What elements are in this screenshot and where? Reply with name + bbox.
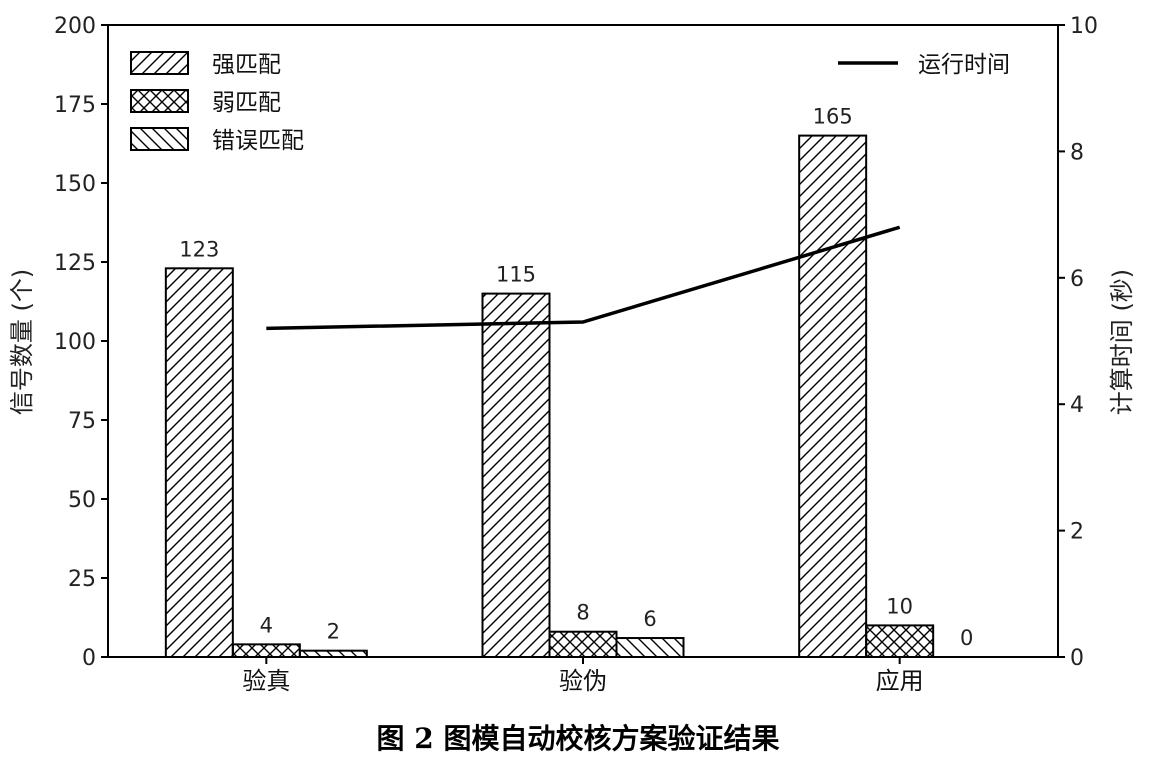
bar-1-2 <box>481 292 551 658</box>
data-label-3-3: 0 <box>960 626 973 650</box>
x-tick-label-2: 应用 <box>876 667 924 695</box>
runtime-line <box>266 225 901 331</box>
y2-tick-label-3: 6 <box>1070 267 1084 292</box>
bar-2-3 <box>865 624 935 659</box>
legend-label-1: 强匹配 <box>212 52 281 78</box>
runtime-line-group <box>266 225 901 331</box>
bar-1-1 <box>164 267 234 658</box>
plot-frame <box>107 24 1059 658</box>
legend-line-label: 运行时间 <box>918 52 1010 78</box>
bars-group <box>164 134 935 659</box>
y2-tick-label-0: 0 <box>1070 646 1084 671</box>
data-label-3-1: 2 <box>327 620 340 644</box>
data-label-2-2: 8 <box>576 601 589 625</box>
y-tick-label-2: 50 <box>68 488 96 513</box>
y-tick-label-3: 75 <box>68 409 96 434</box>
data-label-1-2: 115 <box>496 263 536 287</box>
y-tick-label-5: 125 <box>54 251 96 276</box>
figure-caption: 图 2 图模自动校核方案验证结果 <box>377 722 780 755</box>
legend-label-2: 弱匹配 <box>212 90 281 116</box>
y2-axis-label: 计算时间 (秒) <box>1108 269 1136 415</box>
bar-2-1 <box>231 643 301 658</box>
x-tick-label-0: 验真 <box>242 667 290 695</box>
y-tick-label-7: 175 <box>54 93 96 118</box>
bar-3-2 <box>615 637 685 658</box>
data-label-1-1: 123 <box>179 237 219 261</box>
y-tick-label-1: 25 <box>68 567 96 592</box>
data-label-1-3: 165 <box>813 105 853 129</box>
legend-label-3: 错误匹配 <box>212 128 304 154</box>
y-tick-label-0: 0 <box>82 646 96 671</box>
legend-swatch-2 <box>130 89 189 113</box>
data-label-3-2: 6 <box>643 607 656 631</box>
y-tick-label-8: 200 <box>54 14 96 39</box>
x-tick-label-1: 验伪 <box>559 667 607 695</box>
data-label-2-3: 10 <box>886 594 913 618</box>
y2-tick-label-2: 4 <box>1070 393 1084 418</box>
data-label-2-1: 4 <box>260 613 273 637</box>
data-labels-group: 123 115 165 4 8 10 2 6 0 <box>179 105 973 650</box>
bar-2-2 <box>548 630 618 658</box>
y2-tick-label-5: 10 <box>1070 14 1098 39</box>
legend-swatch-3 <box>130 127 189 151</box>
y-tick-label-4: 100 <box>54 330 96 355</box>
legend-swatch-1 <box>130 51 189 75</box>
y-axis-label: 信号数量 (个) <box>8 269 36 415</box>
y2-tick-label-4: 8 <box>1070 140 1084 165</box>
y2-tick-label-1: 2 <box>1070 520 1084 545</box>
y-tick-label-6: 150 <box>54 172 96 197</box>
bar-1-3 <box>798 134 868 659</box>
